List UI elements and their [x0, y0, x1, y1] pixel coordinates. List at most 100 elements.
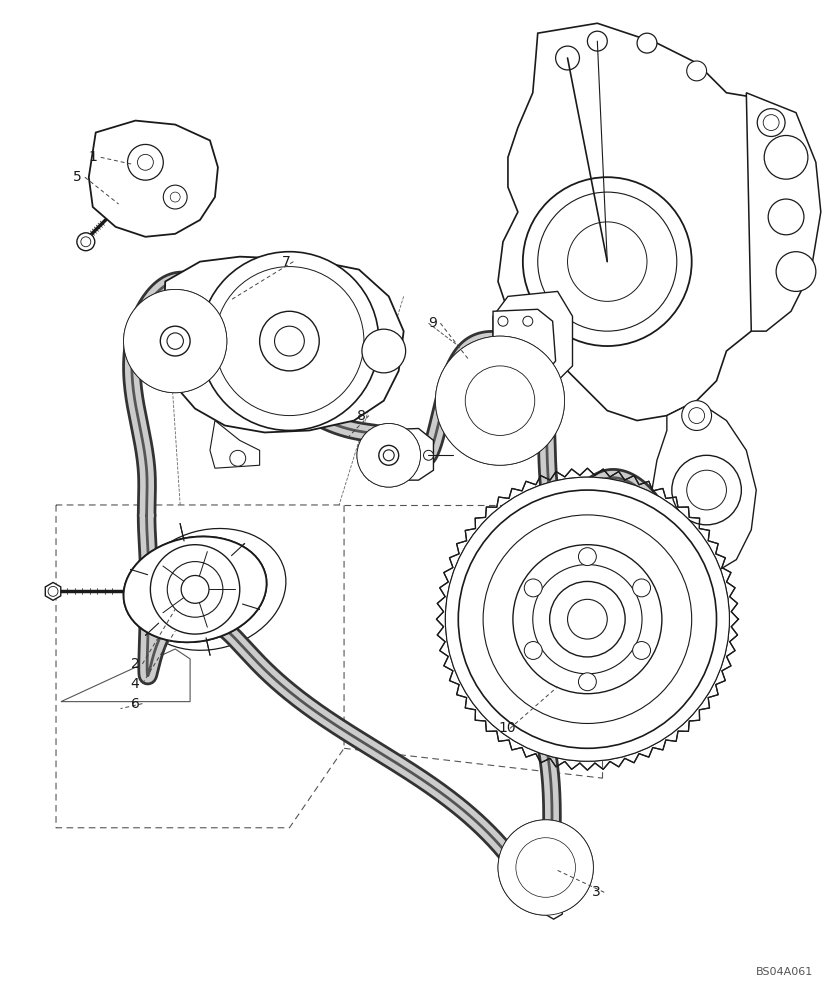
Circle shape	[497, 820, 593, 915]
Circle shape	[529, 852, 561, 883]
Circle shape	[474, 375, 485, 387]
Circle shape	[435, 336, 564, 465]
Text: 3: 3	[591, 885, 600, 899]
Circle shape	[512, 545, 661, 694]
Circle shape	[457, 490, 715, 748]
Circle shape	[523, 642, 542, 659]
Circle shape	[513, 375, 525, 387]
Circle shape	[383, 450, 394, 461]
Circle shape	[160, 326, 190, 356]
Polygon shape	[88, 121, 218, 237]
Circle shape	[370, 437, 407, 474]
Circle shape	[578, 673, 595, 691]
Circle shape	[48, 586, 58, 596]
Circle shape	[129, 295, 222, 387]
Circle shape	[155, 321, 195, 361]
Circle shape	[160, 326, 190, 356]
Circle shape	[374, 441, 403, 470]
Circle shape	[566, 599, 606, 639]
Text: 9: 9	[428, 316, 437, 330]
Circle shape	[260, 311, 319, 371]
Circle shape	[356, 424, 420, 487]
Circle shape	[150, 316, 200, 366]
Circle shape	[451, 352, 547, 449]
Circle shape	[134, 300, 216, 382]
Ellipse shape	[123, 537, 266, 642]
Circle shape	[586, 31, 606, 51]
Polygon shape	[238, 275, 266, 296]
Circle shape	[578, 673, 595, 691]
Circle shape	[757, 109, 784, 136]
Circle shape	[465, 366, 534, 435]
Polygon shape	[369, 428, 433, 480]
Polygon shape	[285, 284, 310, 305]
Polygon shape	[162, 257, 404, 432]
Circle shape	[578, 548, 595, 566]
Circle shape	[435, 336, 564, 465]
Ellipse shape	[136, 547, 254, 632]
Circle shape	[497, 358, 507, 368]
Circle shape	[513, 414, 525, 426]
Circle shape	[457, 357, 543, 444]
Circle shape	[482, 515, 691, 723]
Text: 6: 6	[131, 697, 139, 711]
Circle shape	[129, 295, 222, 387]
Circle shape	[529, 852, 561, 883]
Circle shape	[170, 192, 180, 202]
Polygon shape	[492, 309, 555, 376]
Circle shape	[505, 828, 585, 907]
Circle shape	[440, 341, 558, 460]
Circle shape	[446, 347, 553, 455]
Circle shape	[487, 389, 511, 413]
Circle shape	[374, 441, 403, 470]
Polygon shape	[210, 421, 260, 468]
Circle shape	[763, 135, 807, 179]
Circle shape	[151, 545, 240, 634]
Circle shape	[139, 305, 211, 377]
Polygon shape	[320, 321, 338, 351]
Circle shape	[522, 316, 532, 326]
Circle shape	[521, 844, 569, 891]
Circle shape	[686, 470, 725, 510]
Circle shape	[472, 373, 527, 428]
Circle shape	[487, 389, 511, 413]
Circle shape	[160, 326, 190, 356]
Circle shape	[163, 185, 187, 209]
Circle shape	[477, 379, 521, 423]
Circle shape	[137, 154, 153, 170]
Circle shape	[529, 852, 561, 883]
Circle shape	[379, 445, 399, 465]
Polygon shape	[492, 291, 571, 386]
Circle shape	[514, 836, 576, 899]
Circle shape	[356, 424, 420, 487]
Circle shape	[536, 859, 554, 876]
Circle shape	[636, 33, 656, 53]
Text: 7: 7	[281, 255, 290, 269]
Circle shape	[775, 252, 815, 291]
Polygon shape	[248, 391, 277, 410]
Polygon shape	[497, 23, 785, 421]
Circle shape	[123, 289, 227, 393]
Circle shape	[150, 316, 200, 366]
Circle shape	[632, 579, 650, 597]
Circle shape	[497, 316, 507, 326]
Circle shape	[477, 379, 521, 423]
Circle shape	[467, 368, 532, 433]
Circle shape	[200, 252, 379, 430]
Polygon shape	[45, 582, 60, 600]
Circle shape	[81, 237, 91, 247]
Circle shape	[522, 177, 691, 346]
Circle shape	[549, 581, 624, 657]
Text: 1: 1	[88, 150, 98, 164]
Circle shape	[383, 450, 394, 461]
Polygon shape	[295, 368, 317, 392]
Circle shape	[505, 828, 585, 907]
Circle shape	[181, 575, 208, 603]
Circle shape	[762, 115, 778, 131]
Circle shape	[523, 642, 542, 659]
Circle shape	[151, 545, 240, 634]
Circle shape	[482, 515, 691, 723]
Circle shape	[145, 310, 206, 372]
Circle shape	[167, 333, 183, 349]
Circle shape	[134, 300, 216, 382]
